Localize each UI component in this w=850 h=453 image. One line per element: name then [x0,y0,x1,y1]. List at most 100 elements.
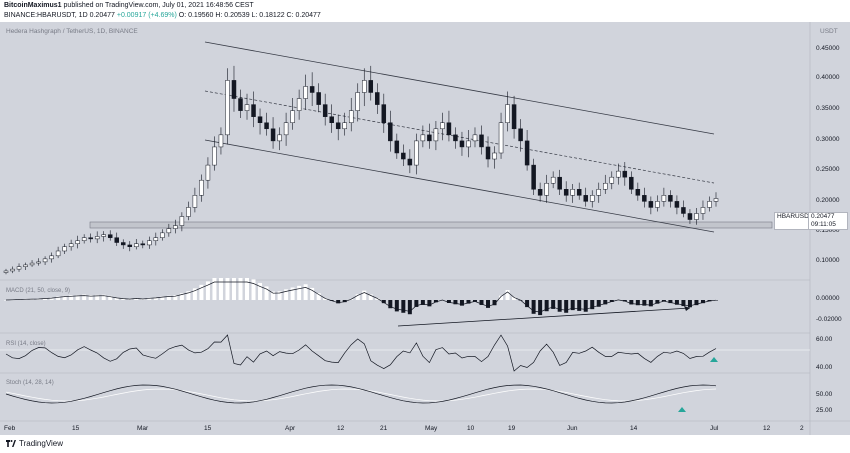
candle[interactable] [492,152,497,160]
candle[interactable] [440,122,445,130]
candle[interactable] [107,234,113,238]
candle[interactable] [257,116,263,123]
candle[interactable] [694,213,699,220]
candles-group[interactable] [3,65,719,275]
candle[interactable] [518,128,523,142]
candle[interactable] [251,104,256,117]
candle[interactable] [75,240,80,244]
candle[interactable] [622,170,628,178]
candle[interactable] [270,128,276,142]
candle[interactable] [375,92,380,105]
candle[interactable] [68,243,74,248]
candle[interactable] [264,122,269,130]
candle[interactable] [414,140,419,166]
candle[interactable] [101,234,106,237]
candle[interactable] [212,146,217,166]
candle[interactable] [570,189,575,196]
candle[interactable] [316,92,321,105]
candle[interactable] [322,104,328,117]
candle[interactable] [687,213,693,220]
candle[interactable] [433,128,439,142]
candle[interactable] [244,104,250,111]
candle[interactable] [453,134,458,142]
candle[interactable] [563,189,569,196]
candle[interactable] [531,164,536,190]
candle[interactable] [511,104,517,130]
channel-upper-line[interactable] [204,41,715,135]
candle[interactable] [81,237,87,241]
candle[interactable] [524,140,530,166]
macd-trendline[interactable] [397,307,691,327]
candle[interactable] [303,86,308,99]
candle[interactable] [296,98,302,111]
candle[interactable] [609,176,615,184]
candle[interactable] [127,244,133,248]
candle[interactable] [479,134,484,148]
candle[interactable] [629,176,634,190]
candle[interactable] [335,122,341,130]
candle[interactable] [407,158,413,166]
candle[interactable] [36,261,41,264]
candle[interactable] [238,98,243,111]
candle[interactable] [583,195,588,202]
candle[interactable] [603,182,608,190]
candle[interactable] [23,264,28,267]
candle[interactable] [62,246,67,252]
candle[interactable] [576,189,582,196]
candle[interactable] [309,86,315,93]
candle[interactable] [192,195,198,208]
candle[interactable] [55,250,61,257]
author-name[interactable]: BitcoinMaximus1 [4,2,62,9]
candle[interactable] [401,152,406,160]
candle[interactable] [94,236,100,240]
candle[interactable] [186,207,191,217]
candle[interactable] [218,134,224,148]
candle[interactable] [700,207,706,214]
candle[interactable] [635,189,641,196]
candle[interactable] [362,80,367,93]
candle[interactable] [348,110,354,123]
support-zone[interactable] [89,221,773,229]
candle[interactable] [472,134,478,142]
candle[interactable] [713,198,719,202]
candle[interactable] [231,80,237,99]
candle[interactable] [446,122,452,136]
candle[interactable] [153,237,159,241]
candle[interactable] [388,122,393,142]
candle[interactable] [120,242,126,246]
candle[interactable] [166,228,172,234]
candle[interactable] [485,146,491,160]
price-chart[interactable]: Hedera Hashgraph / TetherUS, 1D, BINANCE… [0,22,850,435]
candle[interactable] [329,116,334,123]
candle[interactable] [355,92,360,111]
candle[interactable] [674,201,680,208]
candle[interactable] [199,179,204,196]
candle[interactable] [173,225,178,229]
candle[interactable] [648,201,654,208]
candle[interactable] [498,122,504,154]
candle[interactable] [544,182,549,196]
candle[interactable] [505,104,510,123]
candle[interactable] [557,176,562,190]
candle[interactable] [160,232,165,238]
candle[interactable] [642,195,647,202]
candle[interactable] [225,80,230,136]
candle[interactable] [140,243,146,246]
candle[interactable] [290,110,295,123]
last-price-tag[interactable]: HBARUSDT [774,212,813,230]
candle[interactable] [205,164,211,181]
candle[interactable] [16,266,22,270]
candle[interactable] [589,195,595,202]
candle[interactable] [147,240,152,246]
channel-lower-line[interactable] [204,139,715,233]
candle[interactable] [342,122,347,130]
candle[interactable] [537,189,543,196]
channel-midline[interactable] [204,90,715,184]
candle[interactable] [466,140,471,148]
candle[interactable] [596,189,602,196]
candle[interactable] [10,268,15,272]
candle[interactable] [277,134,282,142]
candle[interactable] [134,243,139,248]
candle[interactable] [283,122,289,136]
candle[interactable] [459,140,465,148]
